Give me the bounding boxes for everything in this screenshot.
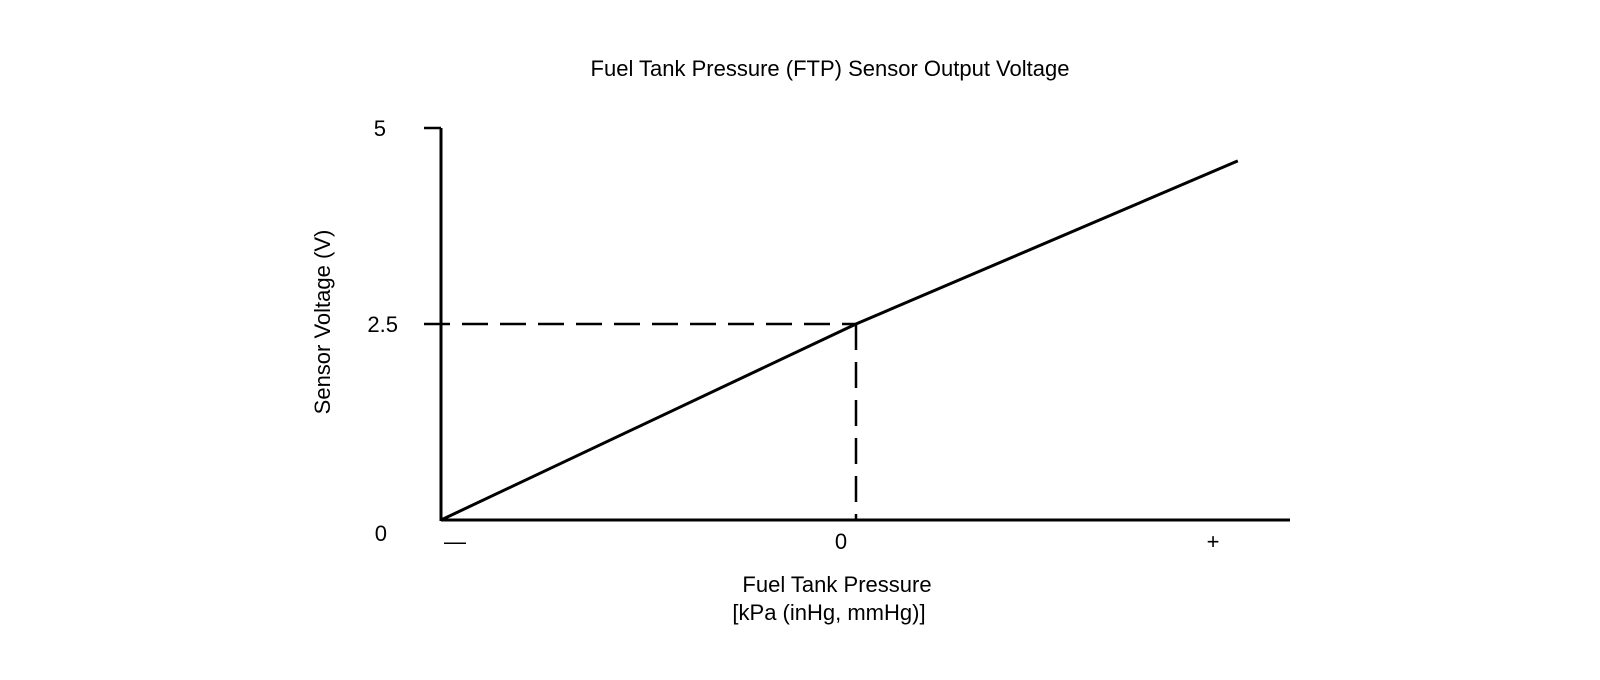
y-axis-label: Sensor Voltage (V): [310, 230, 335, 415]
x-tick-label-zero: 0: [835, 529, 847, 554]
y-tick-label-mid: 2.5: [367, 312, 398, 337]
x-tick-label-negative: —: [444, 529, 466, 554]
x-axis-label: Fuel Tank Pressure: [742, 572, 931, 597]
x-tick-label-positive: +: [1207, 529, 1220, 554]
x-axis-unit-label: [kPa (inHg, mmHg)]: [732, 600, 925, 625]
y-tick-label-top: 5: [374, 116, 386, 141]
chart-title: Fuel Tank Pressure (FTP) Sensor Output V…: [591, 56, 1070, 81]
series-line: [440, 159, 1239, 522]
plot-area: [424, 159, 1239, 522]
y-tick-label-zero: 0: [375, 521, 387, 546]
